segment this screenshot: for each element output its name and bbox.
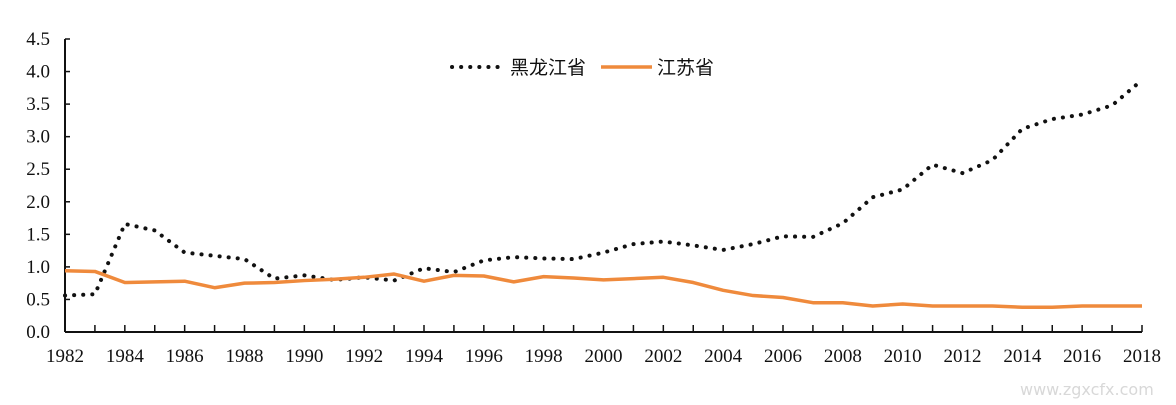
watermark: www.zgxcfx.com — [1020, 380, 1154, 399]
series-group — [63, 78, 1144, 310]
x-tick-label: 2004 — [704, 346, 743, 367]
x-tick-label: 2018 — [1123, 346, 1161, 367]
x-tick-label: 1996 — [465, 346, 503, 367]
x-tick-label: 2010 — [884, 346, 922, 367]
y-tick-label: 3.0 — [26, 127, 50, 148]
x-tick-label: 1990 — [285, 346, 323, 367]
x-tick-label: 1992 — [345, 346, 383, 367]
series-line-jiangsu — [64, 269, 1142, 310]
x-tick-label: 1984 — [106, 346, 145, 367]
legend-label-heilongjiang: 黑龙江省 — [510, 57, 586, 79]
legend: 黑龙江省 江苏省 — [450, 57, 714, 79]
y-tick-label: 3.5 — [26, 94, 50, 115]
y-tick-label: 2.5 — [26, 159, 50, 180]
y-tick-label: 0.0 — [26, 322, 50, 343]
x-tick-label: 1998 — [525, 346, 563, 367]
x-tick-label: 1988 — [226, 346, 264, 367]
x-tick-label: 2000 — [585, 346, 623, 367]
y-tick-label: 4.5 — [26, 29, 50, 50]
x-tick-label: 2012 — [944, 346, 982, 367]
x-tick-label: 2016 — [1063, 346, 1101, 367]
axes: 0.0 0.5 1.0 1.5 2.0 2.5 3.0 3.5 4.0 4.5 1982 1984 19… — [26, 29, 1161, 367]
series-line-heilongjiang — [63, 78, 1144, 298]
x-tick-label: 1982 — [46, 346, 84, 367]
legend-label-jiangsu: 江苏省 — [657, 57, 714, 79]
y-tick-label: 2.0 — [26, 192, 50, 213]
x-tick-label: 2002 — [644, 346, 682, 367]
x-tick-label: 1986 — [166, 346, 204, 367]
x-tick-label: 2006 — [764, 346, 802, 367]
x-tick-label: 2008 — [824, 346, 862, 367]
y-tick-label: 1.0 — [26, 257, 50, 278]
y-tick-label: 1.5 — [26, 224, 50, 245]
x-tick-label: 2014 — [1003, 346, 1042, 367]
y-tick-label: 0.5 — [26, 289, 50, 310]
y-tick-label: 4.0 — [26, 62, 50, 83]
x-tick-label: 1994 — [405, 346, 444, 367]
